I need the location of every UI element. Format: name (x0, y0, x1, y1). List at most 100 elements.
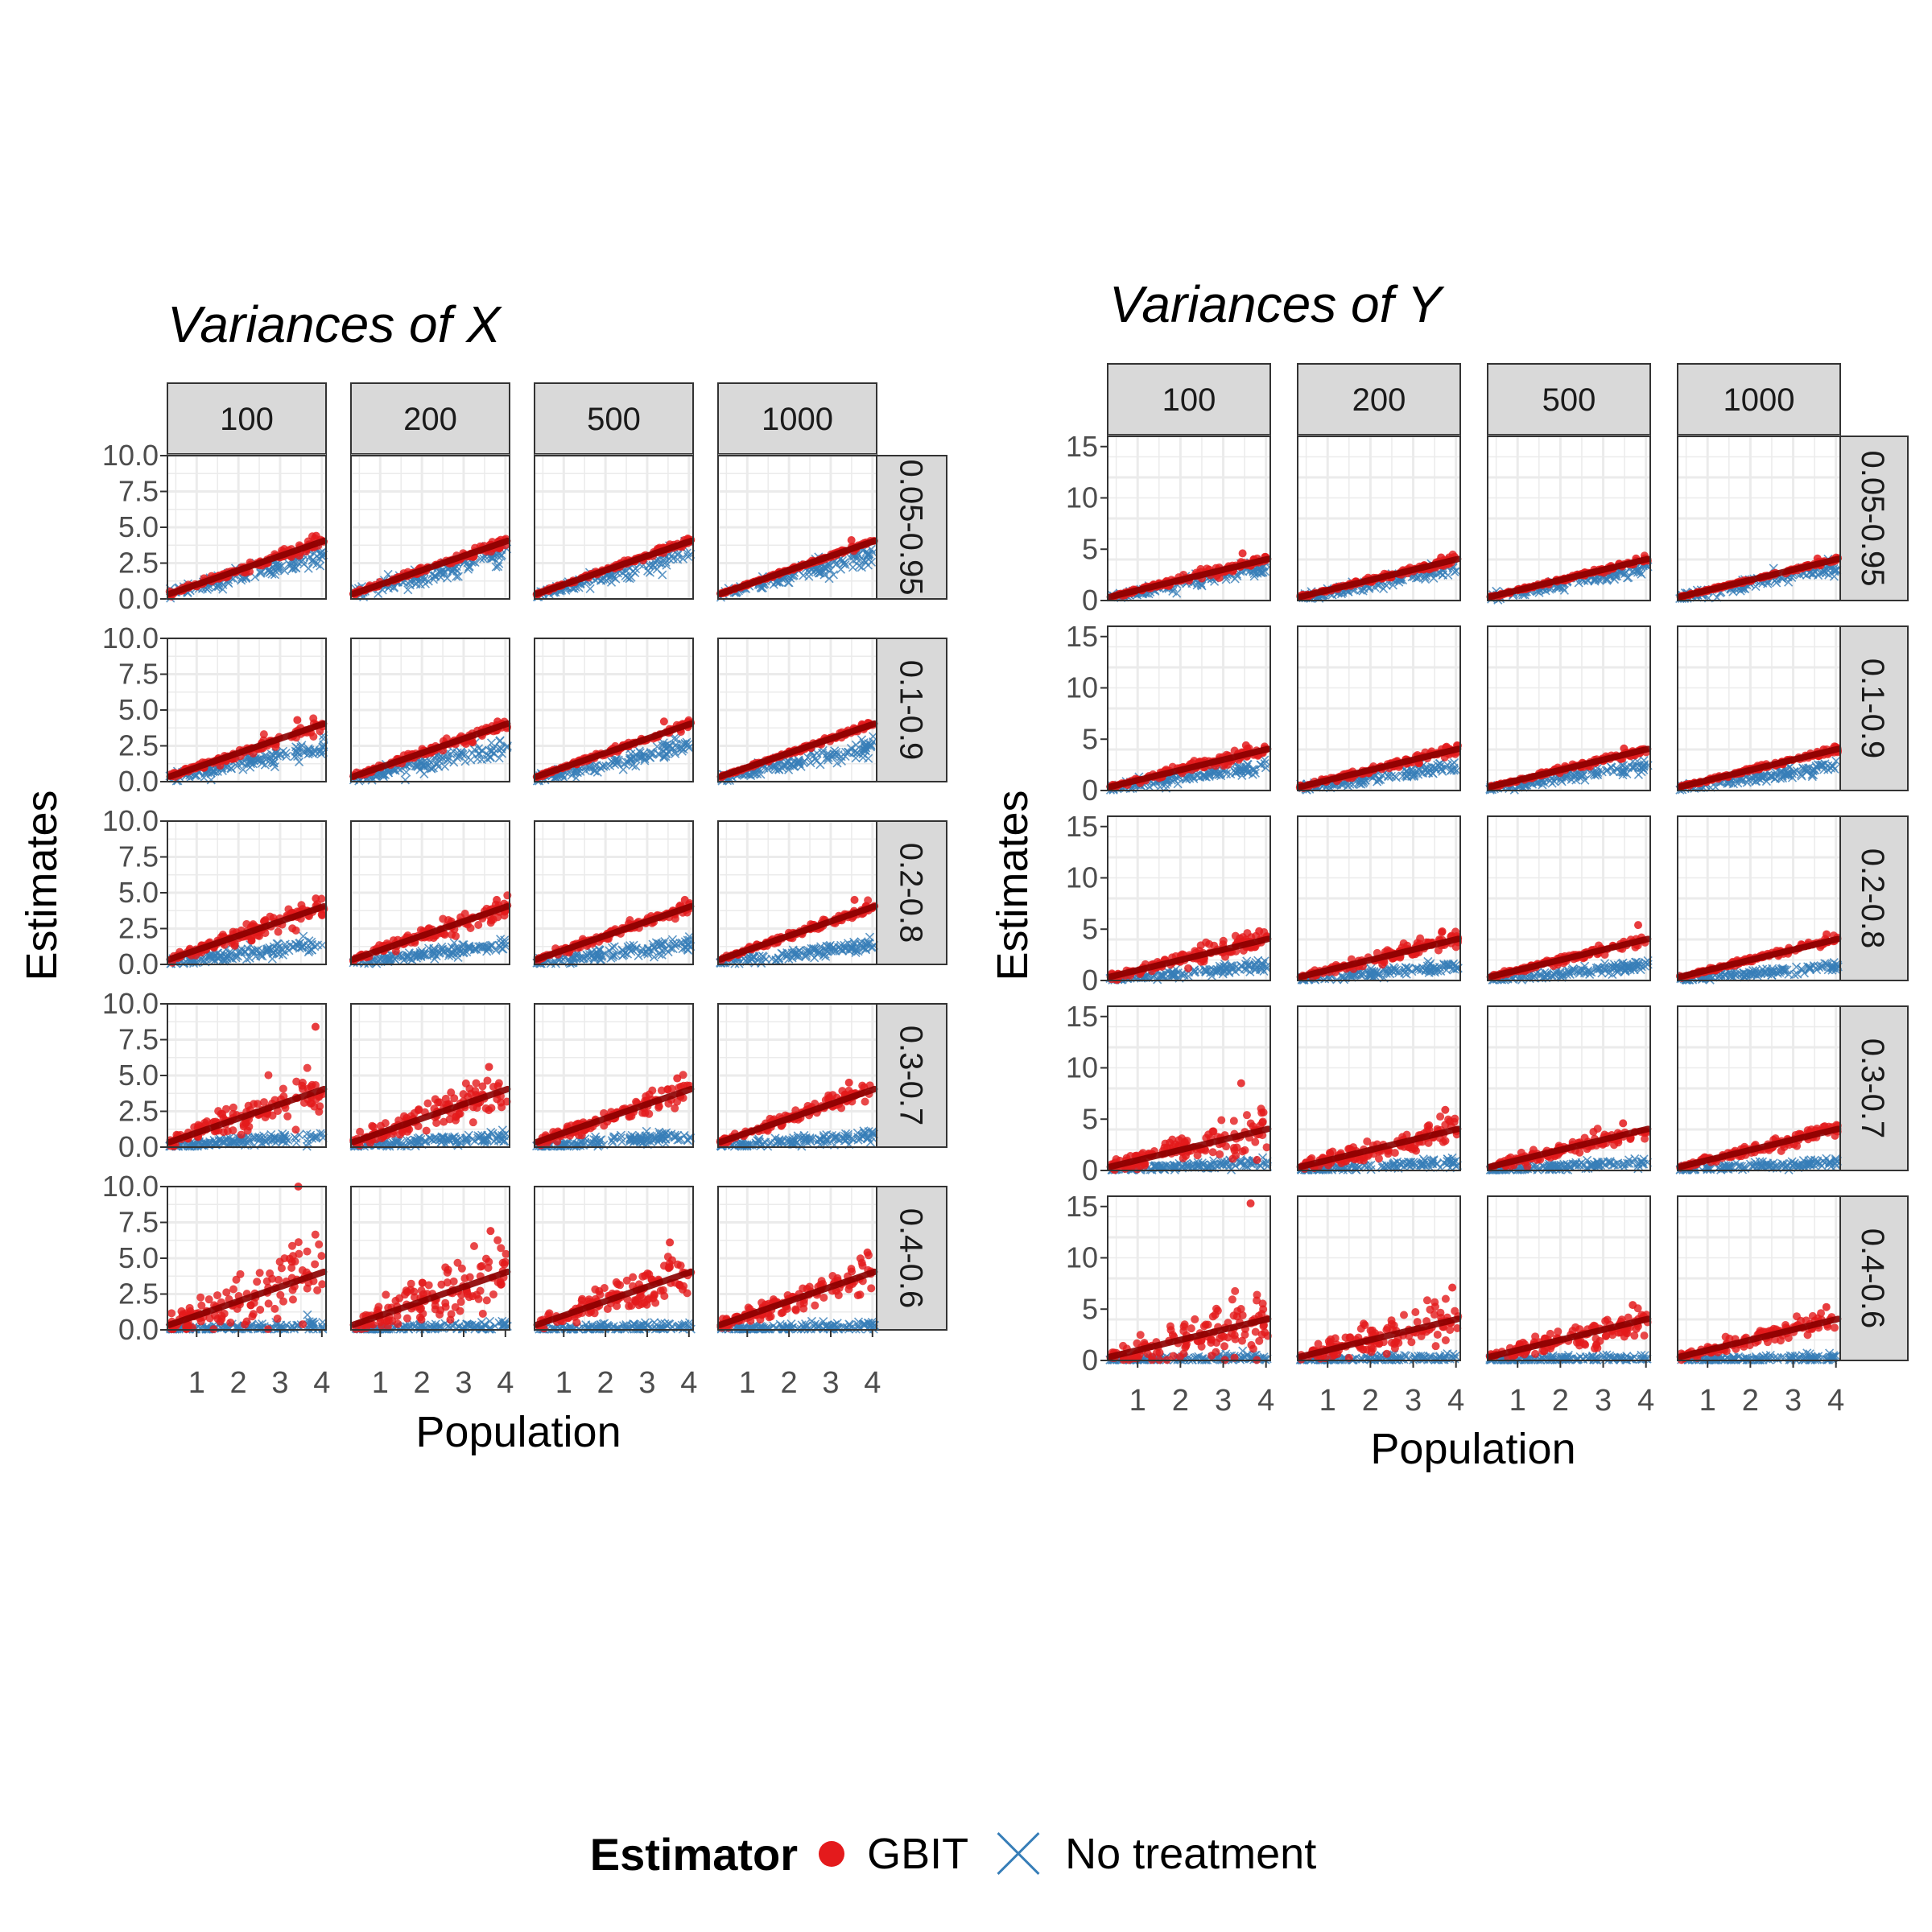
y-tick-label: 10.0 (102, 439, 159, 472)
gbit-point (861, 1097, 869, 1106)
no-treatment-point (389, 582, 399, 592)
gbit-point (673, 1074, 682, 1083)
y-tick-label: 2.5 (118, 729, 159, 762)
gbit-point (400, 1112, 409, 1121)
y-tick-label: 5.0 (118, 1059, 159, 1092)
y-tick-label: 10.0 (102, 804, 159, 837)
gbit-point (448, 931, 456, 939)
y-tick-label: 2.5 (118, 1278, 159, 1311)
gbit-point (485, 1106, 493, 1115)
row-strip-label: 0.3-0.7 (894, 1026, 929, 1126)
panel-0.3-0.7-100 (165, 1002, 328, 1151)
gbit-point (264, 1071, 273, 1080)
gbit-point (311, 1022, 320, 1031)
gbit-point (253, 1278, 262, 1286)
panel-0.1-0.9-500 (532, 637, 696, 786)
gbit-point (680, 895, 689, 904)
col-strip-label: 100 (220, 402, 274, 437)
gbit-point (432, 1119, 441, 1128)
gbit-point (493, 895, 502, 904)
panel-0.2-0.8-1000 (716, 819, 879, 968)
panel-0.3-0.7-500 (532, 1002, 696, 1151)
panel-0.05-0.95-200 (349, 454, 512, 602)
col-strip-label: 200 (403, 402, 457, 437)
panel-0.2-0.8-100 (166, 819, 328, 968)
gbit-point (850, 895, 859, 904)
panel-0.05-0.95-1000 (716, 454, 878, 602)
row-strip-label: 0.05-0.95 (894, 459, 929, 595)
row-strip-label: 0.4-0.6 (894, 1208, 929, 1309)
no-treatment-point (683, 551, 693, 561)
gbit-point (255, 931, 264, 940)
y-tick-label: 10.0 (102, 1170, 159, 1203)
no-treatment-point (648, 560, 658, 570)
gbit-point (447, 1088, 456, 1097)
no-treatment-point (494, 559, 504, 568)
gbit-point (642, 1092, 650, 1100)
gbit-point (315, 1108, 324, 1117)
row-strip-label: 0.2-0.8 (894, 843, 929, 943)
gbit-point (847, 536, 856, 545)
col-strip-label: 1000 (762, 402, 833, 437)
no-treatment-point (657, 559, 667, 568)
no-treatment-point (284, 559, 294, 568)
gbit-point (268, 1111, 277, 1120)
col-strip-1000 (717, 382, 877, 455)
gbit-point (299, 1084, 308, 1093)
gbit-point (222, 1288, 231, 1297)
gbit-point (284, 905, 293, 914)
no-treatment-point (272, 562, 282, 572)
no-treatment-point (291, 564, 301, 573)
col-strip-200 (350, 382, 510, 455)
gbit-point (461, 1079, 470, 1088)
col-strip-100 (167, 382, 327, 455)
gbit-point (648, 1086, 657, 1095)
gbit-point (287, 1263, 296, 1272)
no-treatment-point (436, 568, 446, 579)
gbit-point (270, 1304, 279, 1313)
no-treatment-point (585, 584, 595, 593)
y-tick-label: 5.0 (118, 693, 159, 726)
y-tick-label: 7.5 (118, 658, 159, 691)
y-tick-label: 0.0 (118, 947, 159, 980)
gbit-point (311, 1260, 320, 1269)
no-treatment-point (453, 572, 463, 581)
y-tick-label: 2.5 (118, 912, 159, 945)
gbit-point (288, 1252, 297, 1261)
gbit-point (423, 1099, 432, 1108)
no-treatment-point (493, 562, 503, 572)
y-tick-label: 2.5 (118, 547, 159, 580)
panel-0.2-0.8-500 (532, 819, 696, 968)
gbit-point (261, 1113, 270, 1121)
no-treatment-point (256, 568, 266, 577)
y-tick-label: 10.0 (102, 621, 159, 654)
no-treatment-point (611, 574, 621, 584)
gbit-point (245, 1122, 254, 1131)
no-treatment-point (316, 561, 325, 571)
gbit-point (241, 1320, 250, 1329)
gbit-point (226, 1318, 235, 1327)
gbit-point (291, 926, 300, 935)
no-treatment-point (279, 566, 290, 576)
no-treatment-point (628, 566, 638, 576)
row-strip-0.05-0.95 (874, 455, 947, 600)
gbit-trend-line (166, 537, 328, 597)
y-tick-label: 0.0 (118, 1313, 159, 1346)
gbit-point (229, 1126, 237, 1135)
y-tick-label: 7.5 (118, 1023, 159, 1056)
panel-0.3-0.7-1000 (716, 1002, 879, 1151)
gbit-point (469, 1118, 477, 1127)
panel-border (350, 455, 510, 600)
y-tick-label: 0.0 (118, 1130, 159, 1163)
panel-0.1-0.9-200 (349, 637, 512, 786)
no-treatment-point (645, 560, 654, 570)
gbit-point (264, 1299, 273, 1308)
no-treatment-point (464, 561, 474, 572)
panel-0.1-0.9-1000 (716, 637, 878, 786)
panel-0.3-0.7-200 (349, 1002, 511, 1151)
gbit-point (659, 717, 668, 726)
no-treatment-point (428, 575, 439, 584)
no-treatment-point (678, 554, 688, 564)
gbit-point (485, 1063, 493, 1071)
